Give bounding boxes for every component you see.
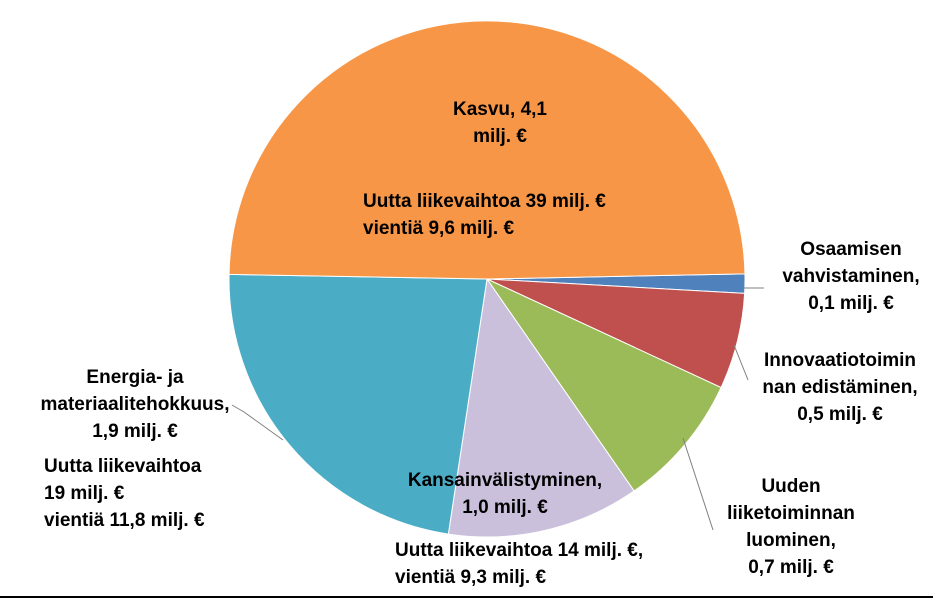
pie-slices (228, 20, 746, 538)
label-uuden: Uuden liiketoiminnan luominen, 0,7 milj.… (727, 476, 855, 578)
bottom-border (0, 596, 933, 598)
label-kasvu: Kasvu, 4,1 milj. € (453, 99, 547, 147)
pie-slice-uuden-liiketoiminnan-luominen (485, 277, 722, 492)
leader-lines (231, 287, 764, 531)
leader-line-energia (231, 404, 284, 441)
label-innovaatio: Innovaatiotoimin nan edistäminen, 0,5 mi… (762, 350, 918, 425)
label-osaamisen: Osaamisen vahvistaminen, 0,1 milj. € (782, 239, 920, 314)
label-energia-details: Uutta liikevaihtoa 19 milj. € vientiä 11… (44, 456, 205, 531)
pie-slice-kansainvälistyminen (447, 277, 635, 538)
leader-line-uuden (682, 437, 714, 531)
pie-slice-energia-ja-materiaalitehokkuus (228, 273, 488, 535)
label-kansainvalistyminen: Kansainvälistyminen, 1,0 milj. € (407, 470, 603, 518)
label-kasvu-details: Uutta liikevaihtoa 39 milj. € vientiä 9,… (363, 191, 606, 239)
label-energia: Energia- ja materiaalitehokkuus, 1,9 mil… (40, 367, 230, 442)
leader-line-innovaatio (733, 344, 749, 381)
label-kansainvalistyminen-details: Uutta liikevaihtoa 14 milj. €, vientiä 9… (395, 540, 644, 588)
pie-slice-kasvu (228, 20, 746, 280)
